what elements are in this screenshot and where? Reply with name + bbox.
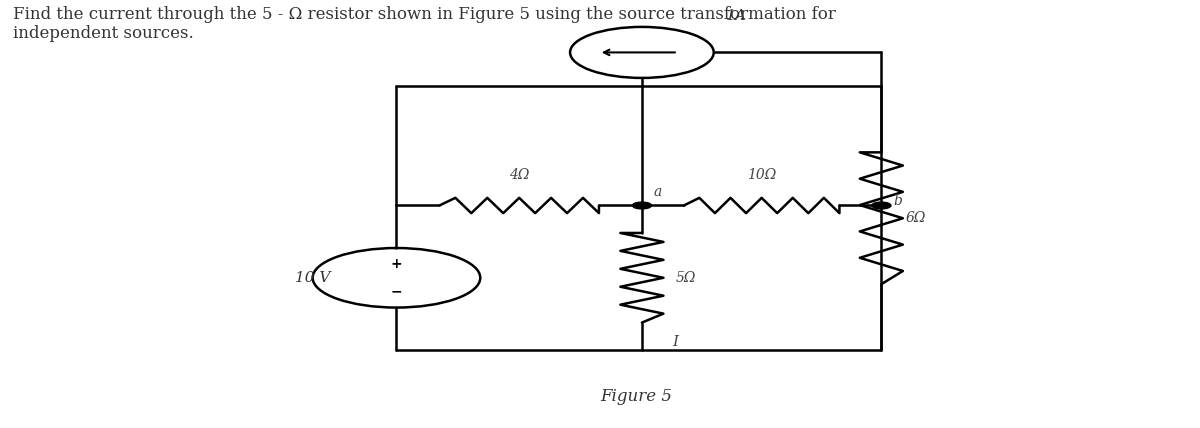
Text: 10 V: 10 V [295,271,331,285]
Text: 5Ω: 5Ω [676,271,696,285]
Text: 4Ω: 4Ω [509,168,529,182]
Text: a: a [654,185,662,199]
Text: 6Ω: 6Ω [905,211,925,225]
Text: I: I [672,336,678,349]
Text: +: + [391,257,402,271]
Text: −: − [391,284,402,298]
Text: b: b [893,194,902,208]
Circle shape [632,202,652,209]
Text: Figure 5: Figure 5 [600,388,672,405]
Circle shape [871,202,890,209]
Text: 1A: 1A [726,9,746,23]
Text: Find the current through the 5 - Ω resistor shown in Figure 5 using the source t: Find the current through the 5 - Ω resis… [13,6,836,42]
Text: 10Ω: 10Ω [746,168,776,182]
